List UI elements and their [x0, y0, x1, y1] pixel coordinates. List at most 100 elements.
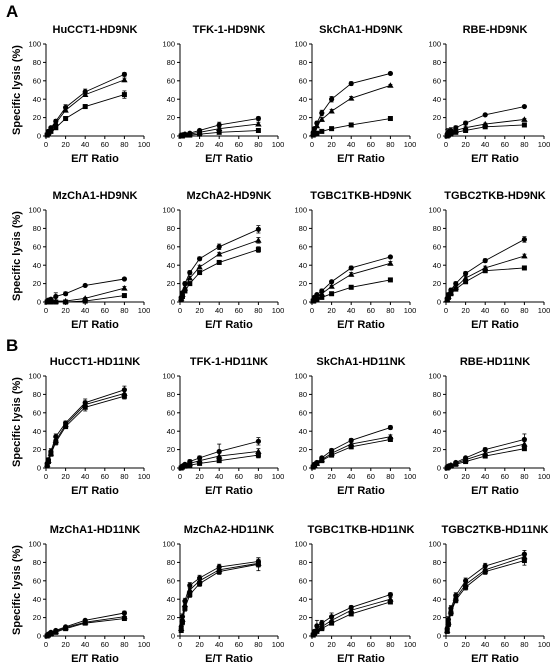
data-point [348, 611, 354, 617]
y-tick-label: 100 [162, 40, 175, 49]
data-point [521, 440, 528, 447]
y-tick-label: 40 [299, 95, 307, 104]
y-tick-label: 40 [299, 261, 307, 270]
x-tick-label: 0 [44, 140, 48, 149]
data-point [45, 459, 51, 465]
data-point [348, 607, 355, 613]
data-point [387, 116, 393, 122]
data-point [445, 621, 451, 627]
data-point [52, 119, 59, 126]
data-point [319, 294, 325, 300]
data-point [186, 586, 193, 593]
y-tick-label: 40 [33, 427, 41, 436]
x-tick-label: 40 [215, 640, 223, 649]
x-tick-label: 80 [120, 640, 128, 649]
data-point [216, 250, 223, 257]
chart-title: TFK-1-HD11NK [190, 356, 268, 368]
x-tick-label: 20 [195, 640, 203, 649]
x-tick-label: 100 [138, 140, 151, 149]
y-tick-label: 100 [28, 206, 41, 215]
data-point [255, 561, 261, 567]
data-point [63, 291, 69, 297]
data-point [318, 116, 325, 122]
data-point [182, 288, 188, 294]
data-point [48, 128, 54, 134]
series-square [178, 127, 261, 139]
y-tick-label: 60 [299, 76, 307, 85]
y-tick-label: 0 [171, 132, 175, 141]
data-point [187, 462, 193, 468]
y-tick-label: 100 [294, 40, 307, 49]
x-tick-label: 100 [538, 140, 550, 149]
y-tick-label: 80 [167, 558, 175, 567]
data-point [48, 299, 54, 305]
data-point [387, 424, 393, 431]
y-axis-label: Specific lysis (%) [11, 45, 23, 135]
y-tick-label: 40 [167, 427, 175, 436]
y-tick-label: 0 [37, 464, 41, 473]
x-tick-label: 40 [81, 140, 89, 149]
y-tick-label: 20 [299, 279, 307, 288]
x-tick-label: 20 [195, 140, 203, 149]
data-point [121, 276, 127, 282]
chart-3: SkChA1-HD9NK 0 20 40 60 80 100 0 20 40 60 80 100 E/T … [294, 24, 416, 165]
x-tick-label: 0 [444, 640, 448, 649]
data-point [462, 274, 469, 281]
x-tick-label: 80 [520, 306, 528, 315]
x-tick-label: 40 [481, 306, 489, 315]
x-tick-label: 20 [195, 306, 203, 315]
x-tick-label: 100 [404, 472, 417, 481]
y-tick-label: 0 [37, 632, 41, 641]
y-tick-label: 100 [28, 540, 41, 549]
x-tick-label: 20 [61, 306, 69, 315]
data-point [448, 610, 454, 616]
x-tick-label: 80 [520, 640, 528, 649]
data-point [197, 270, 203, 276]
x-axis-label: E/T Ratio [205, 653, 253, 665]
series-square [310, 436, 393, 470]
data-point [314, 296, 320, 302]
chart-title: SkChA1-HD9NK [319, 24, 403, 36]
data-point [329, 279, 335, 285]
y-tick-label: 60 [167, 242, 175, 251]
data-point [187, 592, 193, 598]
y-tick-label: 40 [33, 261, 41, 270]
y-tick-label: 80 [33, 390, 41, 399]
data-point [463, 584, 469, 590]
y-tick-label: 20 [433, 445, 441, 454]
y-tick-label: 60 [299, 576, 307, 585]
data-point [187, 269, 193, 276]
y-tick-label: 20 [299, 613, 307, 622]
x-tick-label: 100 [404, 640, 417, 649]
x-tick-label: 100 [272, 306, 285, 315]
x-axis-label: E/T Ratio [205, 485, 253, 497]
x-axis-label: E/T Ratio [71, 153, 119, 165]
series-square [44, 616, 127, 639]
series-line [312, 256, 391, 301]
data-point [197, 460, 203, 466]
chart-11: SkChA1-HD11NK 0 20 40 60 80 100 0 20 40 60 80 100 E/T… [294, 356, 416, 497]
y-tick-label: 80 [33, 558, 41, 567]
data-point [482, 453, 488, 459]
data-point [387, 254, 393, 260]
x-tick-label: 100 [538, 306, 550, 315]
chart-title: HuCCT1-HD9NK [53, 24, 138, 36]
data-point [319, 626, 325, 632]
data-point [255, 226, 261, 232]
chart-title: TGBC2TKB-HD11NK [442, 524, 549, 536]
x-axis-label: E/T Ratio [471, 485, 519, 497]
data-point [348, 122, 354, 128]
y-tick-label: 60 [33, 76, 41, 85]
data-point [82, 298, 88, 304]
data-point [448, 463, 454, 469]
y-tick-label: 60 [33, 576, 41, 585]
data-point [387, 260, 394, 266]
x-tick-label: 100 [538, 640, 550, 649]
x-axis-label: E/T Ratio [71, 319, 119, 331]
x-tick-label: 100 [404, 306, 417, 315]
x-tick-label: 60 [235, 472, 243, 481]
y-tick-label: 40 [33, 95, 41, 104]
x-tick-label: 100 [138, 306, 151, 315]
data-point [348, 265, 354, 271]
y-tick-label: 0 [171, 298, 175, 307]
